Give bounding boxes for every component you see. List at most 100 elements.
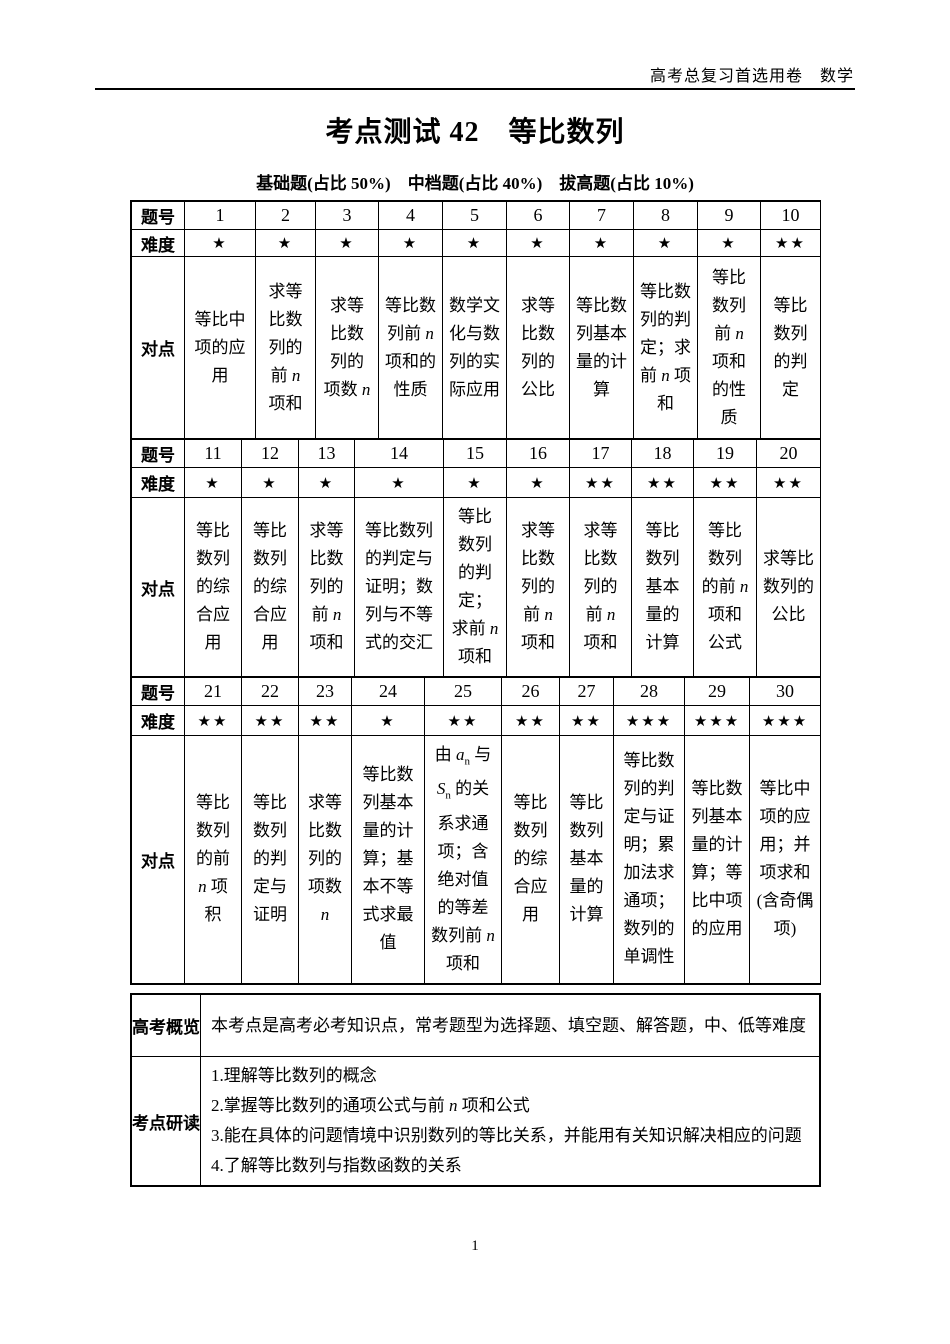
question-number-cell: 22 <box>241 677 299 706</box>
difficulty-distribution-line: 基础题(占比 50%) 中档题(占比 40%) 拔高题(占比 10%) <box>256 174 694 193</box>
question-number-row: 题号 11 12 13 14 15 16 17 18 19 20 <box>131 439 821 468</box>
difficulty-stars-cell: ★ <box>315 229 379 257</box>
question-number-cell: 9 <box>697 201 761 230</box>
question-number-cell: 12 <box>241 439 299 468</box>
topic-point-cell: 等比数列的判定与证明；数列与不等式的交汇 <box>354 497 444 677</box>
question-number-cell: 5 <box>442 201 507 230</box>
difficulty-stars-cell: ★ <box>633 229 698 257</box>
row-label-number: 题号 <box>131 439 185 468</box>
page-number: 1 <box>471 1238 479 1254</box>
difficulty-row: 难度 ★ ★ ★ ★ ★ ★ ★★ ★★ ★★ ★★ <box>131 467 821 498</box>
difficulty-stars-cell: ★★ <box>501 705 560 736</box>
question-number-cell: 29 <box>684 677 750 706</box>
topic-study-list: 1.理解等比数列的概念 2.掌握等比数列的通项公式与前 n 项和公式 3.能在具… <box>200 1056 820 1186</box>
topic-point-cell: 等比数列的综合应用 <box>501 735 560 984</box>
question-number-row: 题号 1 2 3 4 5 6 7 8 9 10 <box>131 201 821 230</box>
difficulty-stars-cell: ★★ <box>424 705 502 736</box>
topic-point-cell: 等比数列的判定与证明 <box>241 735 299 984</box>
question-number-cell: 28 <box>613 677 685 706</box>
question-number-cell: 6 <box>506 201 570 230</box>
topic-point-cell: 等比数列前 n 项和的性质 <box>697 256 761 439</box>
difficulty-stars-cell: ★ <box>241 467 299 498</box>
row-label-difficulty: 难度 <box>131 229 185 257</box>
topic-point-cell: 等比数列前 n 项和的性质 <box>378 256 443 439</box>
difficulty-row: 难度 ★★ ★★ ★★ ★ ★★ ★★ ★★ ★★★ ★★★ ★★★ <box>131 705 821 736</box>
topic-row: 对点 等比数列的前 n 项积 等比数列的判定与证明 求等比数列的项数 n 等比数… <box>131 735 821 984</box>
topic-point-cell: 由 an 与 Sn 的关系求通项；含绝对值的等差数列前 n 项和 <box>424 735 502 984</box>
question-number-cell: 7 <box>569 201 634 230</box>
topic-point-cell: 等比中项的应用；并项求和(含奇偶项) <box>749 735 821 984</box>
difficulty-stars-cell: ★ <box>506 229 570 257</box>
topic-point-cell: 等比数列基本量的计算 <box>631 497 694 677</box>
difficulty-stars-cell: ★ <box>255 229 316 257</box>
difficulty-stars-cell: ★★ <box>298 705 352 736</box>
question-number-cell: 18 <box>631 439 694 468</box>
exam-overview-row: 高考概览 本考点是高考必考知识点，常考题型为选择题、填空题、解答题，中、低等难度 <box>131 994 820 1057</box>
difficulty-stars-cell: ★ <box>506 467 570 498</box>
topic-point-cell: 等比数列的综合应用 <box>241 497 299 677</box>
topic-point-cell: 求等比数列的公比 <box>756 497 821 677</box>
topic-point-cell: 求等比数列的前 n 项和 <box>298 497 355 677</box>
difficulty-stars-cell: ★ <box>697 229 761 257</box>
row-label-overview: 高考概览 <box>131 994 201 1057</box>
question-number-cell: 19 <box>693 439 757 468</box>
difficulty-stars-cell: ★ <box>378 229 443 257</box>
row-label-difficulty: 难度 <box>131 467 185 498</box>
study-item: 4.了解等比数列与指数函数的关系 <box>211 1156 462 1175</box>
difficulty-stars-cell: ★ <box>354 467 444 498</box>
topic-point-cell: 等比数列的前 n 项积 <box>184 735 242 984</box>
exam-overview-text: 本考点是高考必考知识点，常考题型为选择题、填空题、解答题，中、低等难度 <box>200 994 820 1057</box>
topic-point-cell: 等比数列的判定；求前 n 项和 <box>443 497 507 677</box>
topic-point-cell: 等比数列的判定 <box>760 256 821 439</box>
difficulty-stars-cell: ★★ <box>241 705 299 736</box>
topic-point-cell: 等比数列基本量的计算 <box>569 256 634 439</box>
difficulty-stars-cell: ★★ <box>559 705 614 736</box>
question-table-section-3: 题号 21 22 23 24 25 26 27 28 29 30 难度 ★★ ★… <box>131 677 821 984</box>
row-label-number: 题号 <box>131 201 185 230</box>
question-number-cell: 15 <box>443 439 507 468</box>
difficulty-stars-cell: ★ <box>298 467 355 498</box>
topic-point-cell: 等比中项的应用 <box>184 256 256 439</box>
row-label-topic: 对点 <box>131 497 185 677</box>
topic-point-cell: 求等比数列的前 n 项和 <box>255 256 316 439</box>
exam-info-table: 高考概览 本考点是高考必考知识点，常考题型为选择题、填空题、解答题，中、低等难度… <box>130 993 821 1187</box>
question-number-cell: 8 <box>633 201 698 230</box>
question-number-cell: 10 <box>760 201 821 230</box>
header-divider-line <box>95 88 855 90</box>
page-header-text: 高考总复习首选用卷 数学 <box>649 68 854 85</box>
difficulty-stars-cell: ★★ <box>631 467 694 498</box>
difficulty-stars-cell: ★ <box>184 467 242 498</box>
question-number-cell: 11 <box>184 439 242 468</box>
topic-point-cell: 求等比数列的项数 n <box>298 735 352 984</box>
difficulty-stars-cell: ★★★ <box>684 705 750 736</box>
question-number-cell: 16 <box>506 439 570 468</box>
topic-row: 对点 等比中项的应用 求等比数列的前 n 项和 求等比数列的项数 n 等比数列前… <box>131 256 821 439</box>
question-number-cell: 25 <box>424 677 502 706</box>
topic-point-cell: 求等比数列的项数 n <box>315 256 379 439</box>
row-label-topic: 对点 <box>131 256 185 439</box>
question-number-cell: 21 <box>184 677 242 706</box>
topic-point-cell: 等比数列基本量的计算；等比中项的应用 <box>684 735 750 984</box>
topic-point-cell: 求等比数列的前 n 项和 <box>569 497 632 677</box>
question-number-cell: 27 <box>559 677 614 706</box>
topic-study-row: 考点研读 1.理解等比数列的概念 2.掌握等比数列的通项公式与前 n 项和公式 … <box>131 1056 820 1186</box>
difficulty-stars-cell: ★★★ <box>749 705 821 736</box>
exam-info-inner-table: 高考概览 本考点是高考必考知识点，常考题型为选择题、填空题、解答题，中、低等难度… <box>131 994 820 1186</box>
question-number-cell: 14 <box>354 439 444 468</box>
difficulty-stars-cell: ★ <box>443 467 507 498</box>
difficulty-stars-cell: ★★ <box>756 467 821 498</box>
difficulty-stars-cell: ★★★ <box>613 705 685 736</box>
topic-point-cell: 求等比数列的公比 <box>506 256 570 439</box>
row-label-number: 题号 <box>131 677 185 706</box>
question-number-cell: 30 <box>749 677 821 706</box>
question-number-cell: 13 <box>298 439 355 468</box>
question-number-cell: 1 <box>184 201 256 230</box>
difficulty-stars-cell: ★ <box>351 705 425 736</box>
topic-point-cell: 求等比数列的前 n 项和 <box>506 497 570 677</box>
row-label-study: 考点研读 <box>131 1056 201 1186</box>
question-number-cell: 2 <box>255 201 316 230</box>
question-overview-table: 题号 1 2 3 4 5 6 7 8 9 10 难度 ★ ★ ★ ★ ★ ★ ★ <box>130 200 821 985</box>
difficulty-stars-cell: ★ <box>184 229 256 257</box>
topic-point-cell: 等比数列基本量的计算 <box>559 735 614 984</box>
